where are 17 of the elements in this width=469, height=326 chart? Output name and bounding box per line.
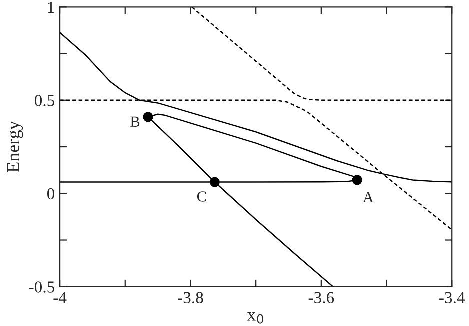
point	[210, 177, 220, 188]
line-series	[191, 7, 452, 102]
x-axis-title: x$_{0}$	[247, 312, 264, 324]
y-tick-label: 1	[48, 2, 54, 13]
point	[352, 175, 362, 186]
x-tick-label: -3.8	[178, 292, 204, 304]
y-axis-title: Energy	[8, 121, 24, 172]
annotation: A	[363, 192, 374, 202]
x-tick-label: -3.4	[440, 292, 466, 304]
y-tick-label: -0.5	[29, 282, 55, 293]
x-tick-label: -4	[54, 292, 67, 304]
y-tick-label: 0.5	[34, 95, 55, 106]
annotation: B	[130, 116, 140, 127]
x-tick-label: -3.6	[308, 292, 334, 304]
y-tick-label: 0	[47, 188, 55, 200]
annotation: C	[197, 192, 206, 202]
point	[143, 112, 154, 122]
